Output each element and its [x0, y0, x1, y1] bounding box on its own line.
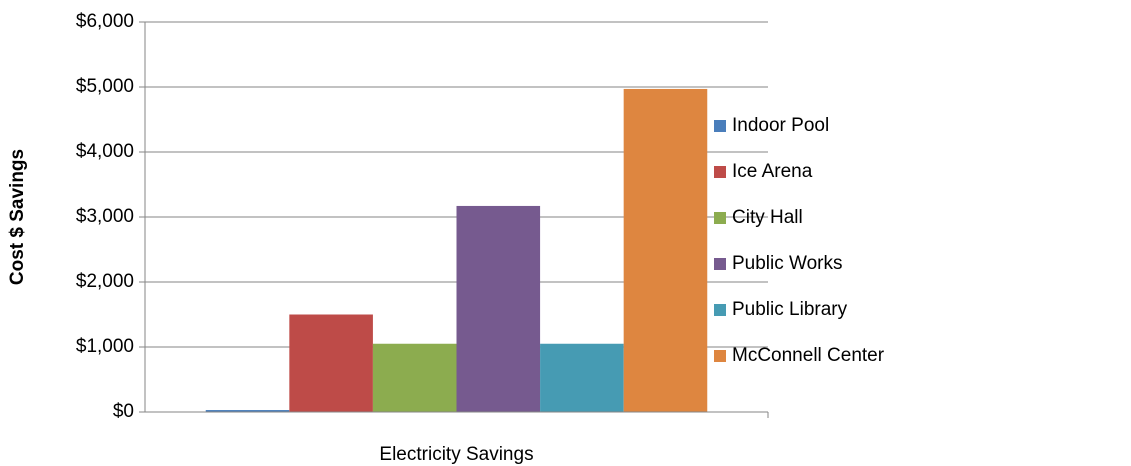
y-axis-title: Cost $ Savings	[7, 149, 28, 285]
bar	[372, 343, 457, 412]
legend-swatch	[714, 258, 726, 270]
legend-label: Indoor Pool	[732, 115, 829, 136]
y-tick-label: $2,000	[76, 271, 134, 292]
legend-swatch	[714, 166, 726, 178]
legend-label: McConnell Center	[732, 345, 885, 366]
legend-swatch	[714, 212, 726, 224]
y-tick-label: $0	[113, 401, 134, 422]
legend-swatch	[714, 304, 726, 316]
legend-swatch	[714, 120, 726, 132]
y-tick-label: $6,000	[76, 11, 134, 32]
y-tick-label: $5,000	[76, 76, 134, 97]
bar	[540, 343, 624, 412]
legend-label: Public Works	[732, 253, 843, 274]
bar	[456, 205, 541, 412]
bar	[205, 410, 290, 412]
legend-label: Ice Arena	[732, 161, 813, 182]
legend-swatch	[714, 350, 726, 362]
y-tick-label: $4,000	[76, 141, 134, 162]
y-tick-label: $1,000	[76, 336, 134, 357]
bar	[623, 88, 708, 412]
bar	[289, 314, 373, 412]
legend-label: Public Library	[732, 299, 848, 320]
y-tick-label: $3,000	[76, 206, 134, 227]
legend-label: City Hall	[732, 207, 803, 228]
x-tick-label: Electricity Savings	[379, 444, 533, 465]
